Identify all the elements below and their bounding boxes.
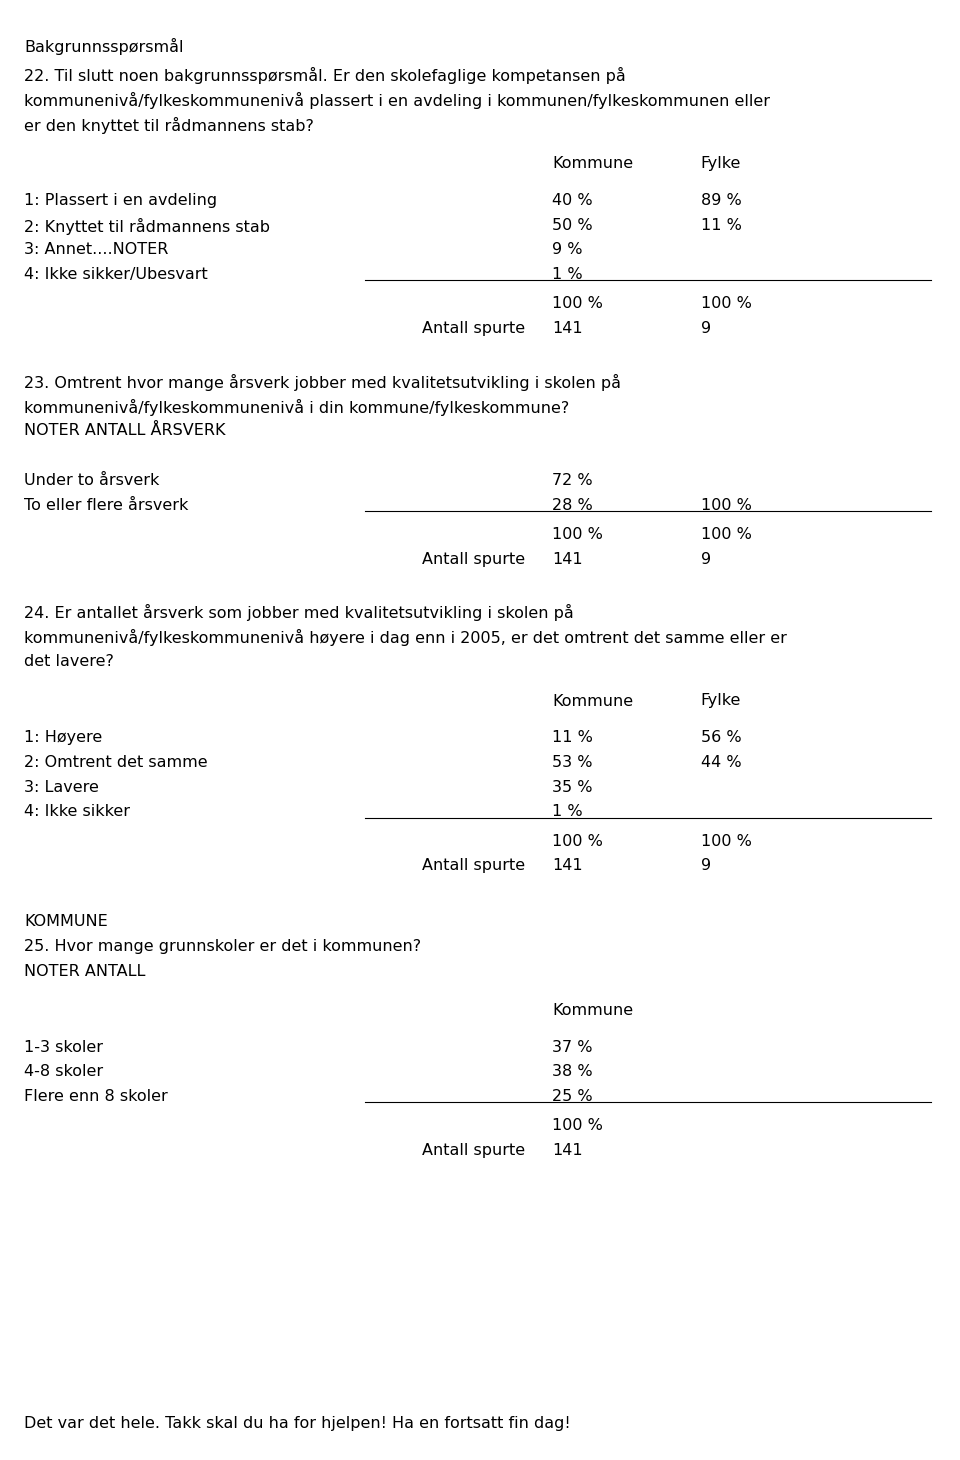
Text: NOTER ANTALL ÅRSVERK: NOTER ANTALL ÅRSVERK — [24, 423, 226, 438]
Text: 2: Knyttet til rådmannens stab: 2: Knyttet til rådmannens stab — [24, 218, 270, 235]
Text: 9: 9 — [701, 552, 711, 566]
Text: 100 %: 100 % — [701, 527, 752, 542]
Text: 100 %: 100 % — [552, 834, 603, 848]
Text: 141: 141 — [552, 1143, 583, 1158]
Text: 53 %: 53 % — [552, 755, 592, 769]
Text: 40 %: 40 % — [552, 193, 592, 207]
Text: 100 %: 100 % — [552, 527, 603, 542]
Text: Antall spurte: Antall spurte — [422, 552, 525, 566]
Text: 9: 9 — [701, 858, 711, 873]
Text: Antall spurte: Antall spurte — [422, 858, 525, 873]
Text: Under to årsverk: Under to årsverk — [24, 473, 159, 488]
Text: 56 %: 56 % — [701, 730, 741, 745]
Text: 24. Er antallet årsverk som jobber med kvalitetsutvikling i skolen på: 24. Er antallet årsverk som jobber med k… — [24, 604, 574, 622]
Text: Antall spurte: Antall spurte — [422, 1143, 525, 1158]
Text: 100 %: 100 % — [701, 498, 752, 512]
Text: 3: Annet....NOTER: 3: Annet....NOTER — [24, 242, 168, 257]
Text: kommunenivå/fylkeskommunenivå høyere i dag enn i 2005, er det omtrent det samme : kommunenivå/fylkeskommunenivå høyere i d… — [24, 629, 787, 647]
Text: 50 %: 50 % — [552, 218, 592, 232]
Text: NOTER ANTALL: NOTER ANTALL — [24, 964, 145, 978]
Text: Det var det hele. Takk skal du ha for hjelpen! Ha en fortsatt fin dag!: Det var det hele. Takk skal du ha for hj… — [24, 1416, 570, 1431]
Text: 23. Omtrent hvor mange årsverk jobber med kvalitetsutvikling i skolen på: 23. Omtrent hvor mange årsverk jobber me… — [24, 374, 621, 391]
Text: 1-3 skoler: 1-3 skoler — [24, 1040, 103, 1054]
Text: 4: Ikke sikker/Ubesvart: 4: Ikke sikker/Ubesvart — [24, 267, 207, 282]
Text: Kommune: Kommune — [552, 694, 634, 708]
Text: 25 %: 25 % — [552, 1089, 592, 1104]
Text: 1 %: 1 % — [552, 804, 583, 819]
Text: 28 %: 28 % — [552, 498, 592, 512]
Text: 1 %: 1 % — [552, 267, 583, 282]
Text: 72 %: 72 % — [552, 473, 592, 488]
Text: 141: 141 — [552, 858, 583, 873]
Text: 141: 141 — [552, 552, 583, 566]
Text: 100 %: 100 % — [701, 834, 752, 848]
Text: 9: 9 — [701, 321, 711, 336]
Text: kommunenivå/fylkeskommunenivå i din kommune/fylkeskommune?: kommunenivå/fylkeskommunenivå i din komm… — [24, 399, 569, 416]
Text: 44 %: 44 % — [701, 755, 741, 769]
Text: er den knyttet til rådmannens stab?: er den knyttet til rådmannens stab? — [24, 117, 314, 134]
Text: kommunenivå/fylkeskommunenivå plassert i en avdeling i kommunen/fylkeskommunen e: kommunenivå/fylkeskommunenivå plassert i… — [24, 92, 770, 110]
Text: 37 %: 37 % — [552, 1040, 592, 1054]
Text: Bakgrunnsspørsmål: Bakgrunnsspørsmål — [24, 38, 183, 55]
Text: 35 %: 35 % — [552, 780, 592, 794]
Text: det lavere?: det lavere? — [24, 654, 114, 669]
Text: 38 %: 38 % — [552, 1064, 592, 1079]
Text: 89 %: 89 % — [701, 193, 741, 207]
Text: 22. Til slutt noen bakgrunnsspørsmål. Er den skolefaglige kompetansen på: 22. Til slutt noen bakgrunnsspørsmål. Er… — [24, 67, 626, 85]
Text: 141: 141 — [552, 321, 583, 336]
Text: 4: Ikke sikker: 4: Ikke sikker — [24, 804, 130, 819]
Text: To eller flere årsverk: To eller flere årsverk — [24, 498, 188, 512]
Text: 1: Høyere: 1: Høyere — [24, 730, 103, 745]
Text: Fylke: Fylke — [701, 156, 741, 171]
Text: 11 %: 11 % — [701, 218, 742, 232]
Text: Kommune: Kommune — [552, 1003, 634, 1018]
Text: Kommune: Kommune — [552, 156, 634, 171]
Text: 100 %: 100 % — [552, 1118, 603, 1133]
Text: KOMMUNE: KOMMUNE — [24, 914, 108, 929]
Text: 2: Omtrent det samme: 2: Omtrent det samme — [24, 755, 207, 769]
Text: 100 %: 100 % — [552, 296, 603, 311]
Text: 9 %: 9 % — [552, 242, 583, 257]
Text: 4-8 skoler: 4-8 skoler — [24, 1064, 103, 1079]
Text: 1: Plassert i en avdeling: 1: Plassert i en avdeling — [24, 193, 217, 207]
Text: Antall spurte: Antall spurte — [422, 321, 525, 336]
Text: Flere enn 8 skoler: Flere enn 8 skoler — [24, 1089, 168, 1104]
Text: 3: Lavere: 3: Lavere — [24, 780, 99, 794]
Text: Fylke: Fylke — [701, 694, 741, 708]
Text: 100 %: 100 % — [701, 296, 752, 311]
Text: 11 %: 11 % — [552, 730, 593, 745]
Text: 25. Hvor mange grunnskoler er det i kommunen?: 25. Hvor mange grunnskoler er det i komm… — [24, 939, 421, 953]
